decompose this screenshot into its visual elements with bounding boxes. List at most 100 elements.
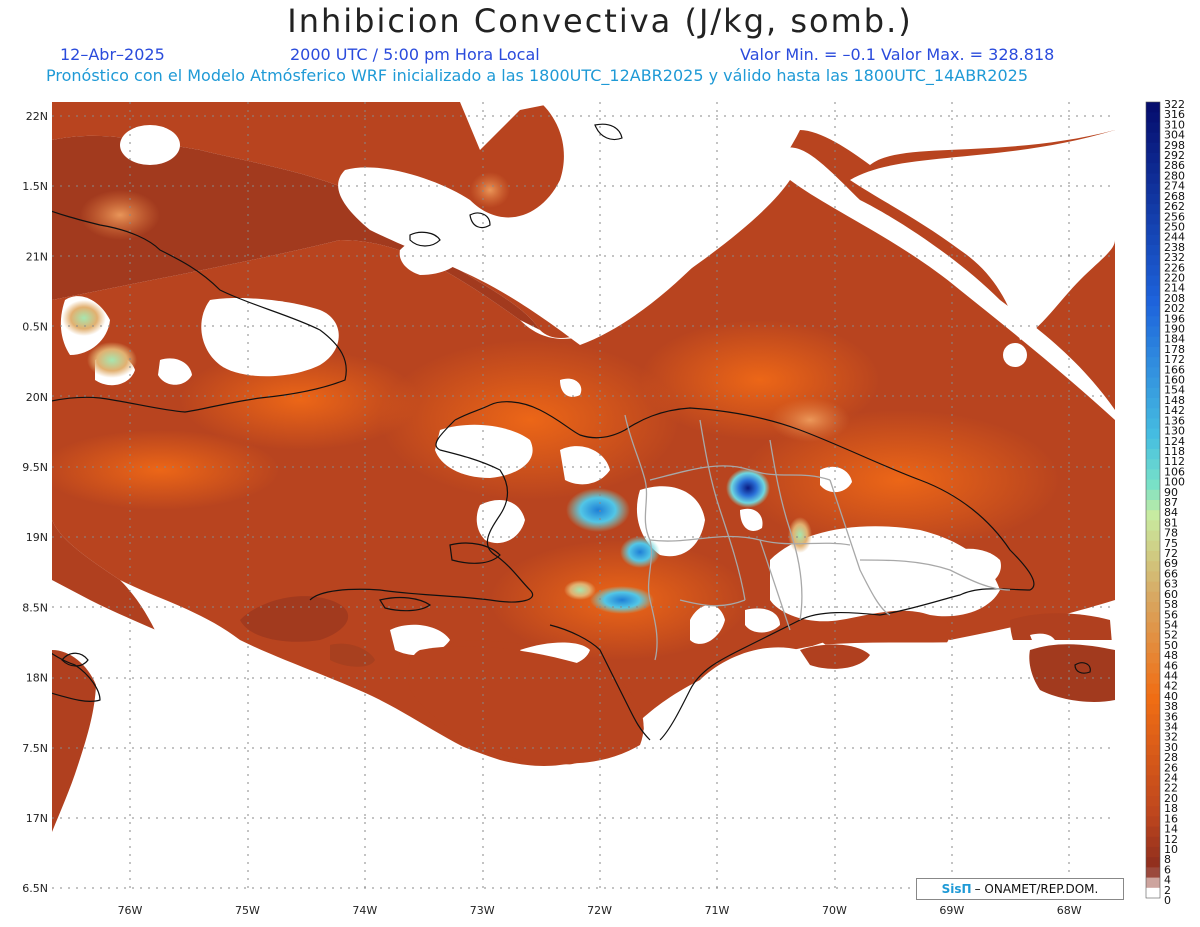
credit-text: – ONAMET/REP.DOM. <box>974 882 1099 896</box>
colorbar-label: 208 <box>1164 292 1185 305</box>
colorbar-label: 22 <box>1164 782 1178 795</box>
colorbar-swatch <box>1146 846 1160 858</box>
colorbar-label: 196 <box>1164 312 1185 325</box>
colorbar-swatch <box>1146 816 1160 828</box>
longitude-label: 73W <box>470 904 495 917</box>
colorbar-label: 46 <box>1164 659 1178 672</box>
credit-box: SisΠ – ONAMET/REP.DOM. <box>916 878 1124 900</box>
colorbar-swatch <box>1146 826 1160 838</box>
colorbar-label: 16 <box>1164 812 1178 825</box>
colorbar-label: 2 <box>1164 884 1171 897</box>
coastlines <box>52 123 1091 741</box>
colorbar-swatch <box>1146 224 1160 236</box>
colorbar-label: 304 <box>1164 129 1185 142</box>
colorbar-swatch <box>1146 377 1160 389</box>
colorbar-label: 66 <box>1164 567 1178 580</box>
colorbar-label: 262 <box>1164 200 1185 213</box>
colorbar-swatch <box>1146 500 1160 511</box>
longitude-label: 69W <box>939 904 964 917</box>
colorbar-swatch <box>1146 663 1160 674</box>
colorbar-label: 52 <box>1164 629 1178 642</box>
colorbar-swatch <box>1146 306 1160 317</box>
colorbar-swatch <box>1146 489 1160 501</box>
longitude-label: 75W <box>235 904 260 917</box>
colorbar-swatch <box>1146 602 1160 613</box>
longitude-label: 71W <box>705 904 730 917</box>
colorbar-label: 148 <box>1164 394 1185 407</box>
longitude-label: 74W <box>352 904 377 917</box>
colorbar-swatch <box>1146 295 1160 307</box>
colorbar-swatch <box>1146 632 1160 644</box>
colorbar-label: 18 <box>1164 802 1178 815</box>
colorbar-swatch <box>1146 418 1160 430</box>
colorbar-swatch <box>1146 744 1160 756</box>
colorbar-swatch <box>1146 214 1160 225</box>
colorbar-label: 124 <box>1164 435 1185 448</box>
colorbar-swatch <box>1146 693 1160 705</box>
colorbar-label: 292 <box>1164 149 1185 162</box>
colorbar-swatch <box>1146 877 1160 889</box>
colorbar-label: 232 <box>1164 251 1185 264</box>
colorbar-swatch <box>1146 357 1160 368</box>
colorbar-label: 136 <box>1164 414 1185 427</box>
colorbar-label: 58 <box>1164 598 1178 611</box>
colorbar-label: 8 <box>1164 853 1171 866</box>
colorbar-swatch <box>1146 887 1160 899</box>
colorbar-swatch <box>1146 173 1160 185</box>
colorbar-label: 54 <box>1164 618 1178 631</box>
colorbar-label: 50 <box>1164 639 1178 652</box>
map-title: Inhibicion Convectiva (J/kg, somb.) <box>287 2 913 40</box>
colorbar-swatch <box>1146 255 1160 266</box>
colorbar-swatch <box>1146 510 1160 521</box>
colorbar-swatch <box>1146 132 1160 144</box>
colorbar-swatch <box>1146 244 1160 256</box>
colorbar-swatch <box>1146 122 1160 134</box>
colorbar-label: 14 <box>1164 823 1178 836</box>
colorbar-swatch <box>1146 724 1160 736</box>
colorbar-swatch <box>1146 326 1160 338</box>
colorbar-label: 274 <box>1164 180 1185 193</box>
latitude-label: 7.5N <box>22 742 48 755</box>
colorbar-swatch <box>1146 734 1160 746</box>
colorbar-swatch <box>1146 540 1160 552</box>
colorbar-label: 298 <box>1164 139 1185 152</box>
latitude-label: 20N <box>26 391 48 404</box>
colorbar-swatch <box>1146 612 1160 623</box>
colorbar-swatch <box>1146 193 1160 205</box>
colorbar-swatch <box>1146 642 1160 654</box>
colorbar-swatch <box>1146 775 1160 787</box>
colorbar-swatch <box>1146 153 1160 164</box>
colorbar-label: 42 <box>1164 680 1178 693</box>
colorbar-label: 238 <box>1164 241 1185 254</box>
latitude-label: 21N <box>26 250 48 263</box>
colorbar-swatch <box>1146 765 1160 777</box>
colorbar-swatch <box>1146 183 1160 195</box>
forecast-date: 12–Abr–2025 <box>60 45 165 64</box>
min-max-values: Valor Min. = –0.1 Valor Max. = 328.818 <box>740 45 1055 64</box>
latitude-label: 22N <box>26 110 48 123</box>
colorbar-swatch <box>1146 561 1160 572</box>
colorbar-swatch <box>1146 785 1160 797</box>
colorbar-label: 214 <box>1164 282 1185 295</box>
lat-lon-grid <box>52 102 1115 889</box>
colorbar-label: 44 <box>1164 669 1178 682</box>
colorbar-swatch <box>1146 408 1160 419</box>
colorbar-label: 202 <box>1164 302 1185 315</box>
colorbar-label: 87 <box>1164 496 1178 509</box>
colorbar-label: 32 <box>1164 731 1178 744</box>
colorbar-swatch <box>1146 653 1160 664</box>
colorbar-label: 184 <box>1164 333 1185 346</box>
colorbar-label: 4 <box>1164 874 1171 887</box>
colorbar-swatch <box>1146 448 1160 460</box>
colorbar-label: 24 <box>1164 772 1178 785</box>
credit-brand: SisΠ <box>941 882 972 896</box>
colorbar-label: 36 <box>1164 710 1178 723</box>
colorbar-label: 0 <box>1164 894 1171 907</box>
longitude-label: 76W <box>118 904 143 917</box>
colorbar-swatch <box>1146 142 1160 154</box>
colorbar-label: 244 <box>1164 231 1185 244</box>
colorbar-swatch <box>1146 795 1160 807</box>
colorbar-label: 63 <box>1164 578 1178 591</box>
colorbar-swatch <box>1146 102 1160 113</box>
colorbar-label: 190 <box>1164 323 1185 336</box>
